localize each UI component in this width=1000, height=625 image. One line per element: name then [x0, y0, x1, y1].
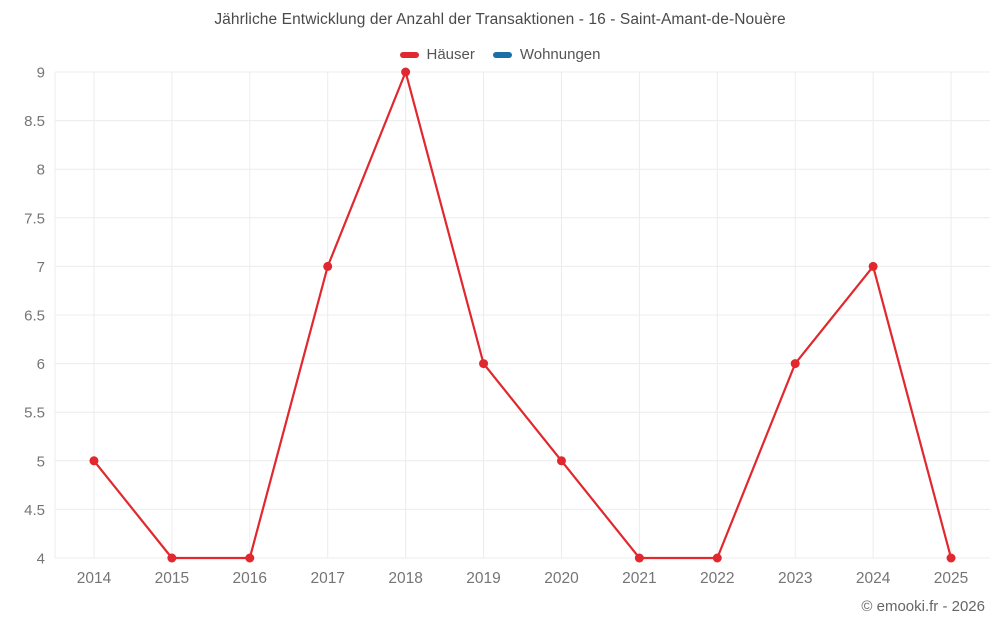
y-axis-tick-label: 7	[37, 259, 45, 276]
legend-swatch-haeuser	[399, 51, 419, 58]
y-axis-tick-label: 6	[37, 356, 45, 373]
data-point-häuser[interactable]	[167, 553, 177, 563]
copyright: © emooki.fr - 2026	[861, 598, 985, 615]
y-axis-tick-label: 7.5	[24, 210, 45, 227]
legend-swatch-wohnungen	[492, 51, 512, 58]
legend: Häuser Wohnungen	[0, 46, 1000, 63]
x-axis-tick-label: 2021	[622, 570, 656, 587]
chart-title: Jährliche Entwicklung der Anzahl der Tra…	[214, 11, 786, 28]
data-point-häuser[interactable]	[868, 261, 878, 271]
data-point-häuser[interactable]	[790, 359, 800, 369]
legend-item-haeuser[interactable]: Häuser	[399, 46, 475, 63]
y-axis-tick-label: 6.5	[24, 308, 45, 325]
y-axis-tick-label: 8	[37, 162, 45, 179]
y-axis-tick-label: 9	[37, 65, 45, 82]
x-axis-tick-label: 2018	[388, 570, 422, 587]
x-axis-tick-label: 2020	[544, 570, 579, 587]
data-point-häuser[interactable]	[401, 67, 411, 77]
series-line-häuser	[92, 70, 953, 560]
data-point-häuser[interactable]	[323, 261, 333, 271]
x-axis-tick-label: 2016	[233, 570, 267, 587]
x-axis-tick-label: 2023	[778, 570, 812, 587]
data-point-häuser[interactable]	[245, 553, 255, 563]
x-axis-tick-label: 2017	[310, 570, 344, 587]
legend-label-wohnungen: Wohnungen	[519, 46, 601, 63]
x-axis-tick-label: 2024	[856, 570, 891, 587]
y-axis-tick-label: 4.5	[24, 502, 45, 519]
data-point-häuser[interactable]	[556, 456, 566, 466]
legend-label-haeuser: Häuser	[426, 46, 475, 63]
x-axis-tick-label: 2025	[934, 570, 968, 587]
x-axis-tick-label: 2015	[155, 570, 189, 587]
y-axis-tick-label: 5	[37, 453, 45, 470]
legend-item-wohnungen[interactable]: Wohnungen	[492, 46, 601, 63]
data-point-häuser[interactable]	[479, 359, 489, 369]
x-axis-tick-label: 2019	[466, 570, 500, 587]
x-axis-tick-label: 2022	[700, 570, 734, 587]
x-axis-tick-label: 2014	[77, 570, 112, 587]
data-point-häuser[interactable]	[712, 553, 722, 563]
y-axis-tick-label: 8.5	[24, 113, 45, 130]
data-point-häuser[interactable]	[89, 456, 99, 466]
data-point-häuser[interactable]	[634, 553, 644, 563]
y-axis-tick-label: 4	[37, 551, 45, 568]
data-point-häuser[interactable]	[946, 553, 956, 563]
y-axis-tick-label: 5.5	[24, 405, 45, 422]
